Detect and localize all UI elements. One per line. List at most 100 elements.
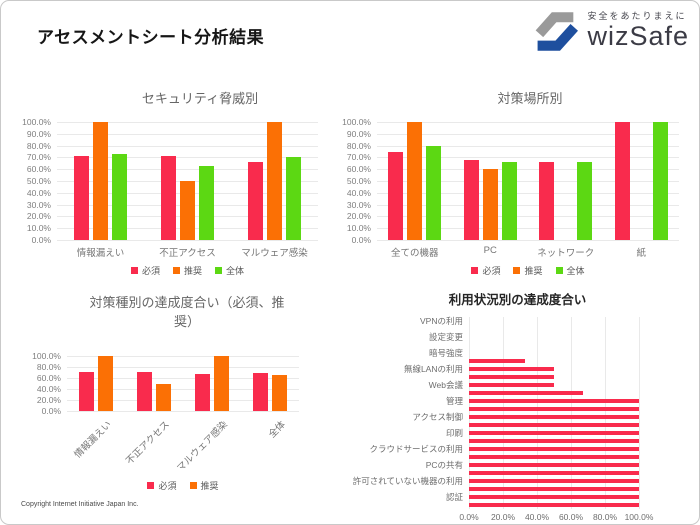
y-axis-tick-label: 80.0% <box>346 140 371 151</box>
bar-required <box>469 455 639 459</box>
y-axis-tick-label: 90.0% <box>26 128 51 139</box>
legend-swatch <box>189 482 197 489</box>
bar-required <box>248 162 263 240</box>
plot <box>377 122 679 241</box>
plot <box>57 122 318 241</box>
y-axis-tick-label: 40.0% <box>26 187 51 198</box>
x-axis-tick-label: 20.0% <box>490 512 516 522</box>
x-axis-tick-label: 40.0% <box>524 512 550 522</box>
legend-label: 全体 <box>226 266 245 276</box>
gridline <box>377 122 679 123</box>
bar-required <box>161 156 176 240</box>
wizsafe-logo: 安全をあたりまえに wizSafe <box>530 7 689 53</box>
gridline <box>57 133 318 135</box>
bar-recommended <box>93 122 108 240</box>
bar-required <box>469 367 554 371</box>
x-axis-tick-label: 80.0% <box>592 512 618 522</box>
x-axis: 全ての機器 PC ネットワーク 紙 <box>377 240 679 259</box>
bar-required <box>614 122 630 240</box>
bar-required <box>253 372 268 411</box>
y-axis-tick-label: 10.0% <box>346 223 371 234</box>
bar-overall <box>199 165 214 240</box>
bar-overall <box>426 145 442 240</box>
gridline <box>67 411 299 412</box>
chart-by-security-threat: セキュリティ脅威別 100.0% 90.0% 80.0% 70.0% 60.0% 50.0… <box>21 89 343 277</box>
y-axis-tick-label: 40.0% <box>36 384 61 394</box>
legend-item: 推奨 <box>172 264 202 277</box>
chart-legend: 必須 推奨 <box>67 479 299 492</box>
chart-plot-area: 100.0% 80.0% 60.0% 40.0% 20.0% 0.0% 情報漏えい 不正アクセ… <box>17 351 307 492</box>
x-category-label: ネットワーク <box>537 248 595 259</box>
legend-item: 全体 <box>555 264 585 277</box>
bar-required <box>388 151 404 240</box>
bar-recommended <box>214 356 229 411</box>
gridline <box>57 122 318 123</box>
y-axis-tick-label: 30.0% <box>346 199 371 210</box>
bar-required <box>469 431 639 435</box>
gridline <box>377 133 679 135</box>
gridline <box>377 228 679 230</box>
legend-swatch <box>513 267 521 274</box>
legend-swatch <box>147 482 155 489</box>
x-axis: 0.0% 20.0% 40.0% 60.0% 80.0% 100.0% <box>396 512 653 524</box>
y-axis-tick-label: 0.0% <box>351 235 371 245</box>
row-label: アクセス制御 <box>412 411 463 422</box>
bar-required <box>539 162 555 240</box>
gridline <box>639 317 640 509</box>
bar-required <box>469 471 639 475</box>
bar-required <box>79 371 94 411</box>
chart-by-measure-type-achievement: 対策種別の達成度合い（必須、推奨） 100.0% 80.0% 60.0% 40.0% 2… <box>17 293 307 492</box>
legend-swatch <box>215 267 222 274</box>
row-label: 暗号強度 <box>428 347 463 358</box>
y-axis-tick-label: 0.0% <box>31 235 51 245</box>
gridline <box>377 145 679 147</box>
gridline <box>377 181 679 182</box>
plot: VPNの利用 設定変更 暗号強度 無線LANの利用 Web会議 管理 アクセス制御 印刷 クラウ… <box>353 316 640 509</box>
legend-item: 必須 <box>147 479 177 492</box>
gridline <box>67 356 299 357</box>
bar-required <box>469 487 639 491</box>
y-axis-tick-label: 0.0% <box>41 406 61 416</box>
legend-swatch <box>471 267 479 274</box>
row-label: Web会議 <box>428 379 463 390</box>
y-axis: 100.0% 90.0% 80.0% 70.0% 60.0% 50.0% 40.0% 30.0… <box>338 117 377 245</box>
x-category-label: 不正アクセス <box>159 248 216 259</box>
legend-label: 必須 <box>482 266 501 276</box>
chart-legend: 必須 推奨 全体 <box>377 264 679 277</box>
chart-title-text: 対策種別の達成度合い（必須、推奨） <box>89 295 285 329</box>
bar-required <box>463 159 479 240</box>
x-category-label: 全ての機器 <box>390 248 439 259</box>
copyright-text: Copyright Internet Initiative Japan Inc. <box>21 501 139 508</box>
y-axis-tick-label: 80.0% <box>26 140 51 151</box>
bar-recommended <box>98 356 113 411</box>
gridline <box>57 240 318 241</box>
x-axis-tick-label: 0.0% <box>459 512 479 522</box>
gridline <box>67 367 299 368</box>
x-axis-tick-label: 60.0% <box>558 512 584 522</box>
y-axis-tick-label: 20.0% <box>346 211 371 222</box>
row-label: 認証 <box>445 491 463 502</box>
legend-item: 必須 <box>130 264 160 277</box>
bar-required <box>469 503 639 507</box>
gridline <box>377 157 679 159</box>
plot-row: 100.0% 90.0% 80.0% 70.0% 60.0% 50.0% 40.0% 30.0… <box>21 117 343 245</box>
bar-overall <box>286 157 301 240</box>
chart-by-location: 対策場所別 100.0% 90.0% 80.0% 70.0% 60.0% 50.0% 40.… <box>338 89 683 277</box>
chart-title: 対策種別の達成度合い（必須、推奨） <box>67 293 307 331</box>
bar-required <box>74 156 89 240</box>
bar-required <box>469 423 639 427</box>
gridline <box>67 378 299 379</box>
row-label: 印刷 <box>445 427 463 438</box>
legend-swatch <box>172 267 180 274</box>
bar-required <box>469 407 639 411</box>
wizsafe-logo-icon <box>536 12 579 51</box>
row-label: PCの共有 <box>425 459 463 470</box>
plot-row: 100.0% 80.0% 60.0% 40.0% 20.0% 0.0% <box>17 351 307 416</box>
row-label: クラウドサービスの利用 <box>369 443 463 454</box>
legend-item: 全体 <box>215 264 244 277</box>
y-axis-tick-label: 60.0% <box>36 373 61 383</box>
bar-required <box>469 383 554 387</box>
bar-required <box>137 371 152 411</box>
bar-required <box>195 374 210 411</box>
chart-plot-area: VPNの利用 設定変更 暗号強度 無線LANの利用 Web会議 管理 アクセス制御 印刷 クラウ… <box>353 316 654 524</box>
